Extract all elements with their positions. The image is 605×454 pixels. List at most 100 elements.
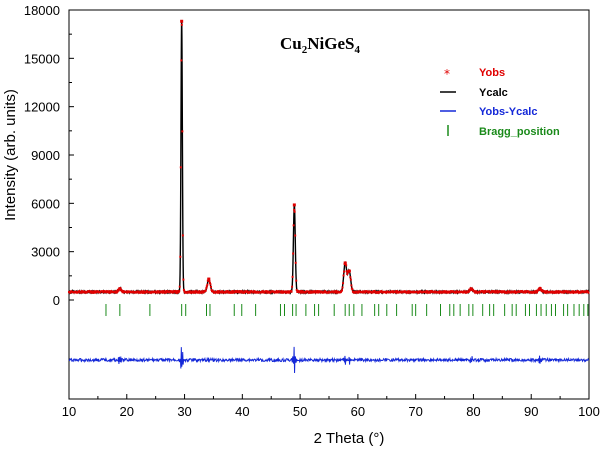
yobs-point xyxy=(180,23,183,26)
yobs-point xyxy=(403,290,406,293)
yobs-point xyxy=(204,289,207,292)
yobs-point xyxy=(178,290,181,293)
yobs-point xyxy=(227,290,230,293)
yobs-point xyxy=(228,290,231,293)
yobs-point xyxy=(206,279,209,282)
yobs-point xyxy=(205,285,208,288)
yobs-point xyxy=(533,290,536,293)
yobs-point xyxy=(208,281,211,284)
yobs-point xyxy=(239,290,242,293)
yobs-point xyxy=(478,291,481,294)
yobs-point xyxy=(483,291,486,294)
yobs-point xyxy=(189,290,192,293)
yobs-point xyxy=(438,291,441,294)
yobs-point xyxy=(496,290,499,293)
yobs-peak-point xyxy=(347,269,351,273)
yobs-point xyxy=(313,290,316,293)
yobs-point xyxy=(243,291,246,294)
yobs-point xyxy=(206,283,209,286)
yobs-point xyxy=(554,291,557,294)
legend-yobs-marker: * xyxy=(444,67,450,81)
yobs-point xyxy=(157,291,160,294)
yobs-point xyxy=(231,290,234,293)
yobs-point xyxy=(253,291,256,294)
yobs-point xyxy=(307,291,310,294)
yobs-point xyxy=(395,290,398,293)
yobs-point xyxy=(425,290,428,293)
yobs-point xyxy=(349,278,352,281)
yobs-point xyxy=(121,291,124,294)
difference-line xyxy=(68,346,590,374)
yobs-point xyxy=(217,290,220,293)
yobs-point xyxy=(93,291,96,294)
yobs-point xyxy=(323,291,326,294)
yobs-peak-point xyxy=(180,19,184,23)
yobs-point xyxy=(181,234,184,237)
yobs-point xyxy=(555,290,558,293)
yobs-point xyxy=(105,291,108,294)
yobs-point xyxy=(193,290,196,293)
yobs-point xyxy=(178,285,181,288)
yobs-point xyxy=(482,290,485,293)
yobs-point xyxy=(162,291,165,294)
yobs-point xyxy=(317,291,320,294)
yobs-point xyxy=(114,291,117,294)
yobs-point xyxy=(142,290,145,293)
yobs-point xyxy=(91,290,94,293)
yobs-point xyxy=(216,290,219,293)
yobs-point xyxy=(197,291,200,294)
yobs-point xyxy=(122,290,125,293)
yobs-point xyxy=(443,291,446,294)
yobs-point xyxy=(292,224,295,227)
yobs-point xyxy=(291,285,294,288)
yobs-point xyxy=(198,290,201,293)
yobs-point xyxy=(341,286,344,289)
x-tick-label: 30 xyxy=(177,404,191,419)
yobs-point xyxy=(407,290,410,293)
yobs-point xyxy=(231,291,234,294)
yobs-point xyxy=(364,291,367,294)
yobs-point xyxy=(275,290,278,293)
yobs-point xyxy=(292,252,295,255)
yobs-point xyxy=(181,130,184,133)
yobs-point xyxy=(212,290,215,293)
yobs-point xyxy=(172,291,175,294)
yobs-point xyxy=(361,291,364,294)
yobs-point xyxy=(145,291,148,294)
yobs-point xyxy=(287,291,290,294)
y-tick-label: 15000 xyxy=(24,51,60,66)
yobs-point xyxy=(208,280,211,283)
legend-yobs-label: Yobs xyxy=(479,67,505,79)
yobs-point xyxy=(543,290,546,293)
yobs-point xyxy=(117,289,120,292)
yobs-point xyxy=(281,290,284,293)
yobs-point xyxy=(304,291,307,294)
yobs-point xyxy=(141,291,144,294)
yobs-point xyxy=(217,291,220,294)
yobs-point xyxy=(295,289,298,292)
yobs-point xyxy=(179,255,182,258)
yobs-point xyxy=(177,291,180,294)
yobs-point xyxy=(78,290,81,293)
yobs-point xyxy=(148,290,151,293)
yobs-point xyxy=(473,290,476,293)
yobs-point xyxy=(220,291,223,294)
yobs-point xyxy=(307,290,310,293)
yobs-point xyxy=(280,291,283,294)
yobs-point xyxy=(350,284,353,287)
yobs-point xyxy=(333,290,336,293)
x-tick-label: 70 xyxy=(408,404,422,419)
yobs-point xyxy=(570,291,573,294)
yobs-point xyxy=(154,290,157,293)
yobs-peak-point xyxy=(538,287,542,291)
yobs-point xyxy=(293,208,296,211)
legend-diff-label: Yobs-Ycalc xyxy=(479,106,538,118)
yobs-point xyxy=(294,234,297,237)
yobs-point xyxy=(293,210,296,213)
yobs-point xyxy=(249,291,252,294)
x-tick-label: 90 xyxy=(524,404,538,419)
yobs-point xyxy=(506,290,509,293)
y-tick-label: 0 xyxy=(53,293,60,308)
x-tick-label: 20 xyxy=(120,404,134,419)
yobs-point xyxy=(210,288,213,291)
